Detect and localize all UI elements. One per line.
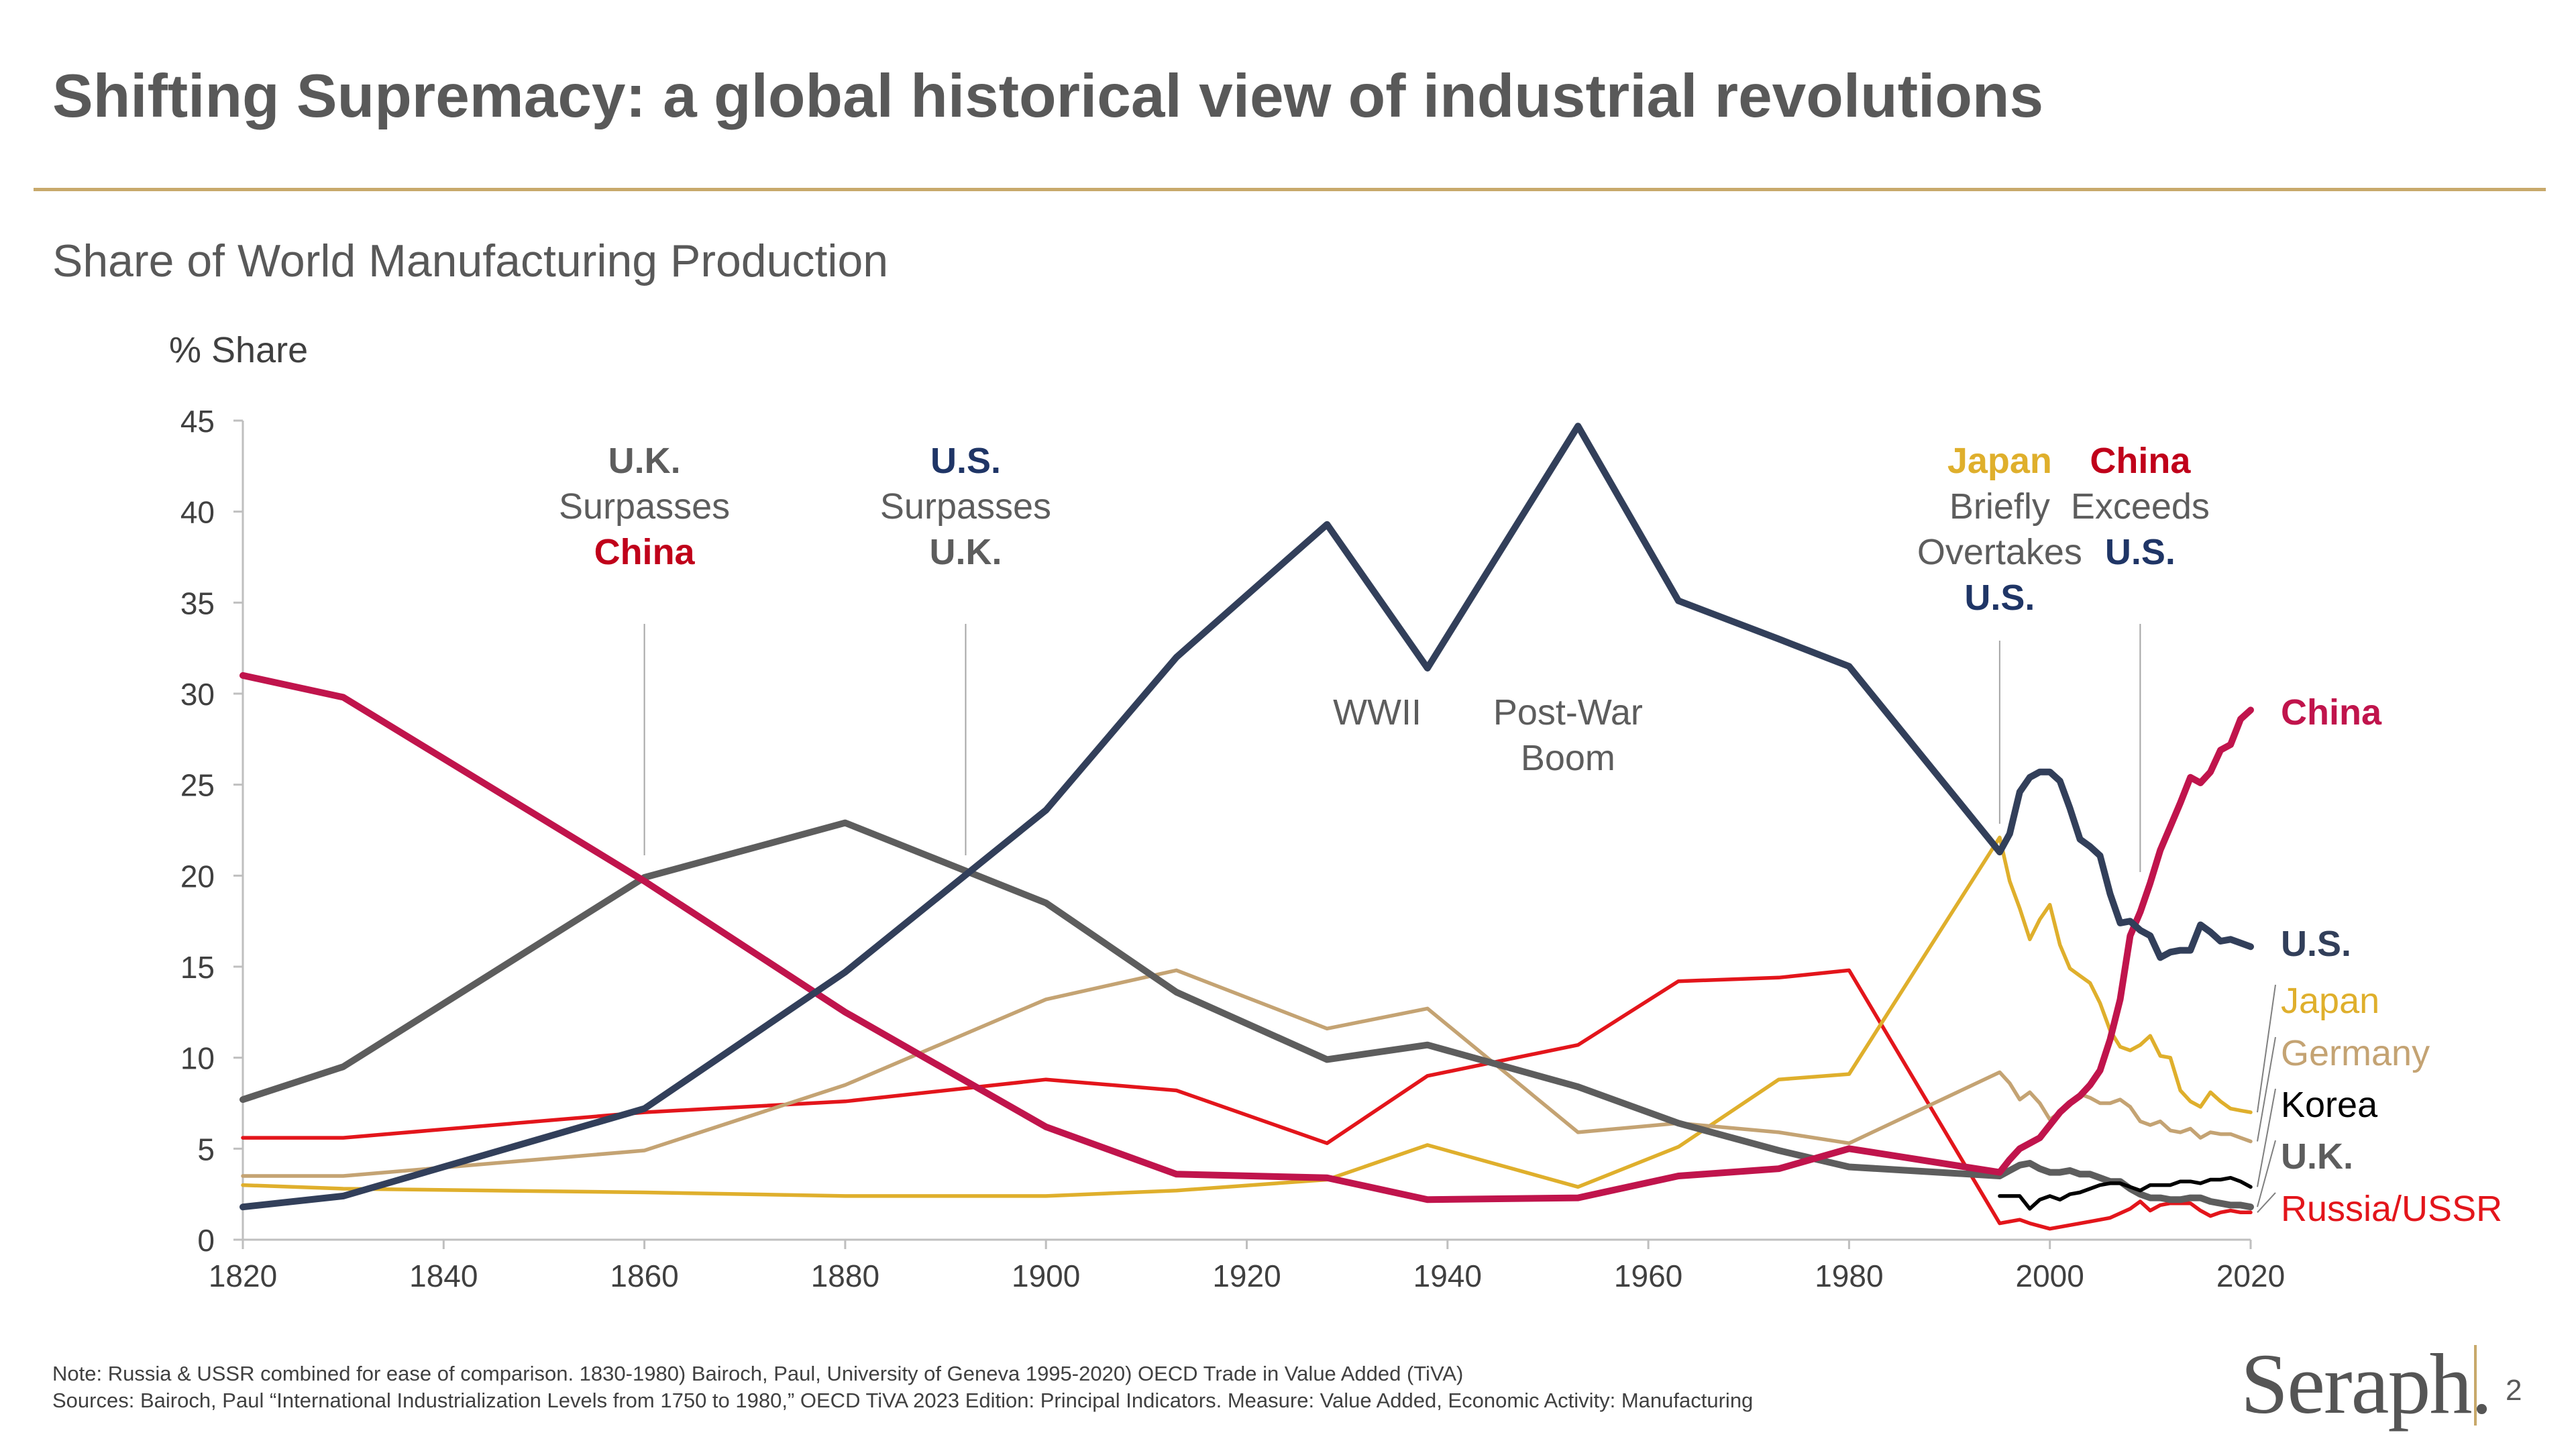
series-line-japan xyxy=(241,835,2253,1198)
annotation-text: WWII xyxy=(1333,692,1421,733)
y-tick-label: 35 xyxy=(180,586,215,621)
annotation-text: U.S. xyxy=(930,441,1001,481)
x-tick-label: 1860 xyxy=(610,1258,678,1293)
chart-sources: Sources: Bairoch, Paul “International In… xyxy=(52,1389,1754,1412)
series-line-korea xyxy=(1998,1175,2253,1211)
x-tick-label: 1820 xyxy=(209,1258,277,1293)
series-label-u-s: U.S. xyxy=(2281,924,2351,964)
y-axis-title: % Share xyxy=(169,330,308,370)
y-tick-label: 25 xyxy=(180,768,215,803)
annotation-text: Exceeds xyxy=(2071,486,2210,527)
annotations: U.K. Surpasses China U.S. Surpasses U.K. Japan… xyxy=(559,441,2210,778)
annotation-text: U.S. xyxy=(1964,578,2035,618)
annotation-text: Surpasses xyxy=(880,486,1051,527)
annotation-text: Briefly xyxy=(1949,486,2050,527)
y-tick-label: 15 xyxy=(180,950,215,985)
annotation-text: Boom xyxy=(1521,738,1615,778)
y-tick-label: 10 xyxy=(180,1041,215,1076)
series-label-leader xyxy=(2257,984,2276,1113)
series-label-japan: Japan xyxy=(2281,981,2379,1021)
x-tick-label: 1940 xyxy=(1413,1258,1482,1293)
logo-divider xyxy=(2474,1345,2477,1426)
page-number: 2 xyxy=(2506,1374,2522,1407)
annotation-text: Post-War xyxy=(1493,692,1643,733)
series-label-germany: Germany xyxy=(2281,1033,2430,1073)
title-divider xyxy=(34,188,2546,191)
x-tick-label: 1980 xyxy=(1815,1258,1883,1293)
series-label-russia-ussr: Russia/USSR xyxy=(2281,1189,2502,1229)
annotation-text: U.K. xyxy=(929,532,1002,572)
x-tick-label: 2020 xyxy=(2216,1258,2285,1293)
annotation-text: China xyxy=(594,532,696,572)
series-label-leader xyxy=(2257,1036,2276,1142)
annotation-text: Japan xyxy=(1947,441,2052,481)
series-line-china xyxy=(239,672,2254,1203)
y-tick-label: 0 xyxy=(197,1223,215,1258)
series-line-germany xyxy=(241,968,2253,1178)
annotation-text: U.K. xyxy=(608,441,681,481)
x-tick-label: 1840 xyxy=(409,1258,478,1293)
series-label-china: China xyxy=(2281,692,2382,733)
series-label-leader xyxy=(2257,1140,2276,1208)
series-label-leader xyxy=(2257,1192,2276,1213)
x-tick-label: 1900 xyxy=(1012,1258,1080,1293)
series-label-leader xyxy=(2257,1088,2276,1187)
chart-subtitle: Share of World Manufacturing Production xyxy=(52,235,889,286)
y-tick-label: 45 xyxy=(180,404,215,439)
page-title: Shifting Supremacy: a global historical … xyxy=(52,62,2044,130)
series-lines xyxy=(239,423,2254,1231)
series-label-korea: Korea xyxy=(2281,1085,2378,1125)
annotation-text: Surpasses xyxy=(559,486,730,527)
annotation-text: Overtakes xyxy=(1917,532,2082,572)
x-tick-label: 2000 xyxy=(2016,1258,2084,1293)
x-tick-label: 1960 xyxy=(1614,1258,1682,1293)
series-line-russia-ussr xyxy=(241,968,2253,1231)
seraph-logo: Seraph. xyxy=(2241,1336,2492,1432)
y-tick-label: 20 xyxy=(180,859,215,894)
chart-note: Note: Russia & USSR combined for ease of… xyxy=(52,1362,1464,1385)
annotation-text: U.S. xyxy=(2105,532,2176,572)
annotation-text: China xyxy=(2090,441,2191,481)
x-tick-label: 1920 xyxy=(1212,1258,1281,1293)
y-tick-label: 40 xyxy=(180,495,215,530)
y-tick-label: 5 xyxy=(197,1132,215,1167)
x-tick-label: 1880 xyxy=(811,1258,879,1293)
annotation-guides xyxy=(643,624,2141,872)
series-line-u-k xyxy=(239,819,2254,1211)
axes: 0 5 10 15 20 25 30 35 40 45 1820 1840 1860 1880 1900 19… xyxy=(180,404,2285,1293)
series-line-u-s xyxy=(239,423,2254,1211)
y-tick-label: 30 xyxy=(180,677,215,712)
series-labels: China U.S. Japan Germany Korea U.K. Russia/USS… xyxy=(2257,692,2502,1229)
series-label-u-k: U.K. xyxy=(2281,1136,2353,1177)
